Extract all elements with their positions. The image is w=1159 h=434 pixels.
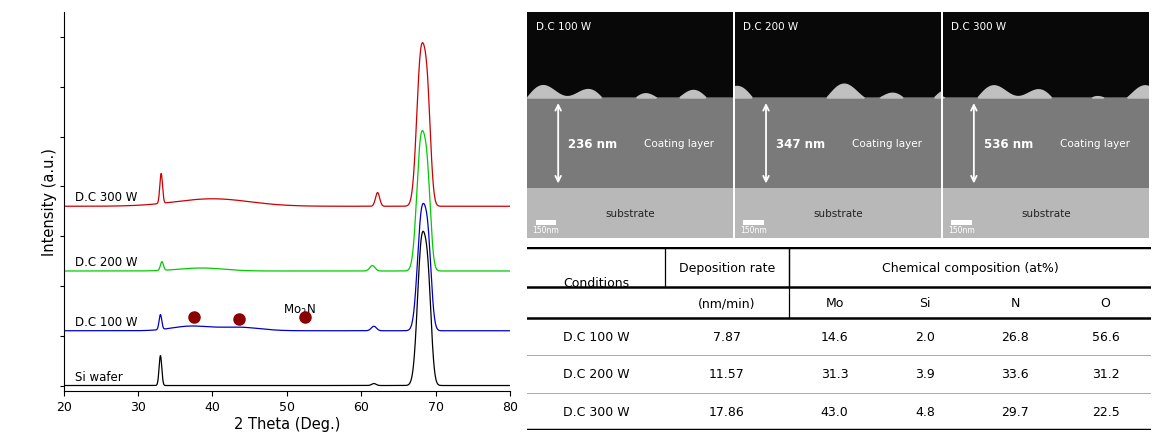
Text: 2.0: 2.0 <box>914 331 935 343</box>
Bar <box>527 99 732 189</box>
Text: D.C 200 W: D.C 200 W <box>75 256 138 268</box>
Bar <box>527 189 732 239</box>
Text: 43.0: 43.0 <box>821 404 848 418</box>
Text: substrate: substrate <box>814 209 862 219</box>
Bar <box>735 13 941 99</box>
Text: Conditions: Conditions <box>563 276 629 289</box>
Text: (nm/min): (nm/min) <box>698 296 756 309</box>
Text: 150nm: 150nm <box>948 226 975 235</box>
Text: 31.3: 31.3 <box>821 368 848 381</box>
Text: 22.5: 22.5 <box>1092 404 1120 418</box>
Bar <box>735 189 941 239</box>
Text: D.C 300 W: D.C 300 W <box>952 22 1006 32</box>
Text: 150nm: 150nm <box>741 226 767 235</box>
Text: 56.6: 56.6 <box>1092 331 1120 343</box>
Text: substrate: substrate <box>605 209 655 219</box>
Text: 236 nm: 236 nm <box>568 138 618 151</box>
X-axis label: 2 Theta (Deg.): 2 Theta (Deg.) <box>234 416 340 431</box>
Text: substrate: substrate <box>1021 209 1071 219</box>
Bar <box>943 13 1149 99</box>
Text: 17.86: 17.86 <box>709 404 745 418</box>
Text: 7.87: 7.87 <box>713 331 741 343</box>
Bar <box>952 220 971 225</box>
Text: D.C 100 W: D.C 100 W <box>75 315 138 328</box>
Text: D.C 300 W: D.C 300 W <box>562 404 629 418</box>
Text: Coating layer: Coating layer <box>644 139 714 149</box>
Text: D.C 300 W: D.C 300 W <box>75 191 137 204</box>
Bar <box>527 13 732 99</box>
Text: 3.9: 3.9 <box>914 368 934 381</box>
Text: Mo: Mo <box>825 296 844 309</box>
Text: Si: Si <box>919 296 931 309</box>
Text: 347 nm: 347 nm <box>777 138 825 151</box>
Text: D.C 200 W: D.C 200 W <box>743 22 799 32</box>
Text: Si wafer: Si wafer <box>75 370 123 383</box>
Text: 4.8: 4.8 <box>914 404 935 418</box>
Text: Chemical composition (at%): Chemical composition (at%) <box>882 261 1058 274</box>
Bar <box>943 189 1149 239</box>
Text: D.C 100 W: D.C 100 W <box>535 22 591 32</box>
Text: Mo$_2$N: Mo$_2$N <box>283 302 315 317</box>
Text: 11.57: 11.57 <box>709 368 745 381</box>
Text: 26.8: 26.8 <box>1001 331 1029 343</box>
Text: 536 nm: 536 nm <box>984 138 1034 151</box>
Text: 14.6: 14.6 <box>821 331 848 343</box>
Text: 29.7: 29.7 <box>1001 404 1029 418</box>
Y-axis label: Intensity (a.u.): Intensity (a.u.) <box>42 148 57 256</box>
Text: O: O <box>1101 296 1110 309</box>
Text: D.C 100 W: D.C 100 W <box>562 331 629 343</box>
Bar <box>735 99 941 189</box>
Bar <box>943 99 1149 189</box>
Bar <box>535 220 556 225</box>
Bar <box>743 220 764 225</box>
Text: Coating layer: Coating layer <box>1060 139 1130 149</box>
Text: 31.2: 31.2 <box>1092 368 1120 381</box>
Text: N: N <box>1011 296 1020 309</box>
Text: Coating layer: Coating layer <box>852 139 923 149</box>
Text: D.C 200 W: D.C 200 W <box>562 368 629 381</box>
Text: 150nm: 150nm <box>532 226 560 235</box>
Text: Deposition rate: Deposition rate <box>679 261 775 274</box>
Text: 33.6: 33.6 <box>1001 368 1029 381</box>
